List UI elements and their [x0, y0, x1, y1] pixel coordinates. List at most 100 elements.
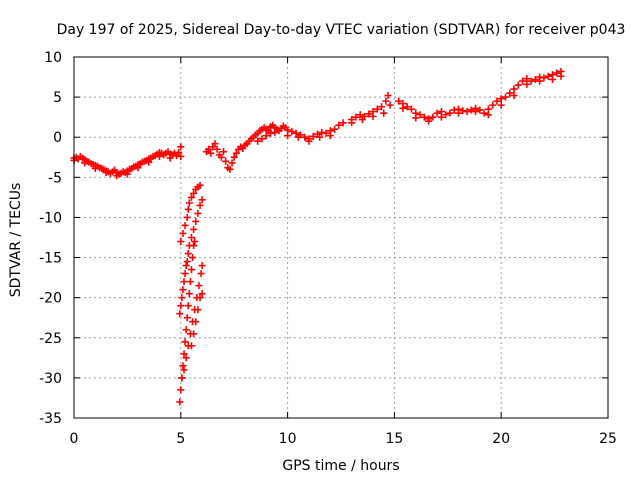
data-point [553, 69, 561, 77]
data-point [176, 310, 184, 318]
y-tick-label: -20 [39, 291, 62, 307]
data-point [113, 172, 121, 180]
plot-frame [73, 56, 609, 419]
data-point [433, 109, 441, 117]
data-point [222, 157, 230, 165]
data-point [262, 132, 270, 140]
data-point [384, 92, 392, 100]
data-point [181, 221, 189, 229]
data-point [207, 149, 215, 157]
data-point [382, 97, 390, 105]
data-point [316, 133, 324, 141]
data-point [220, 148, 228, 156]
data-point [489, 101, 497, 109]
data-point [514, 81, 522, 89]
x-axis-label: GPS time / hours [282, 458, 399, 474]
data-point [180, 350, 188, 358]
data-point [183, 213, 191, 221]
data-point [459, 107, 467, 115]
data-point [166, 154, 174, 162]
data-point [531, 75, 539, 83]
x-tick-label: 25 [599, 431, 617, 447]
data-point [378, 103, 386, 111]
data-point [501, 93, 509, 101]
y-tick-label: 0 [53, 130, 62, 146]
data-point [395, 97, 403, 105]
data-point [186, 278, 194, 286]
data-point [510, 85, 518, 93]
data-point [412, 114, 420, 122]
y-tick-label: -15 [39, 251, 62, 267]
data-point [196, 201, 204, 209]
data-point [190, 189, 198, 197]
data-point [258, 135, 266, 143]
data-point [191, 238, 199, 246]
data-point [183, 258, 191, 266]
data-point [484, 111, 492, 119]
y-axis-tick-labels: -35 -30 -25 -20 -15 -10 -5 0 5 10 [39, 50, 62, 427]
data-point [179, 362, 187, 370]
data-point [309, 132, 317, 140]
data-point [416, 111, 424, 119]
data-point [185, 199, 193, 207]
data-point [155, 152, 163, 160]
data-point [181, 338, 189, 346]
y-axis-label: SDTVAR / TECUs [8, 183, 24, 298]
data-point [187, 342, 195, 350]
data-point [429, 113, 437, 121]
data-point [180, 278, 188, 286]
data-point [373, 105, 381, 113]
data-point [197, 270, 205, 278]
data-point [548, 75, 556, 83]
data-point [288, 128, 296, 136]
data-point [386, 101, 394, 109]
data-point [177, 152, 185, 160]
data-point [493, 97, 501, 105]
data-point [211, 140, 219, 148]
data-point [226, 165, 234, 173]
data-point [510, 92, 518, 100]
data-point [305, 137, 313, 145]
data-point [187, 266, 195, 274]
data-point [467, 106, 475, 114]
data-point [356, 111, 364, 119]
data-point [536, 77, 544, 85]
data-point [187, 193, 195, 201]
data-point [326, 132, 334, 140]
data-point [472, 108, 480, 116]
x-tick-label: 0 [70, 431, 79, 447]
data-point [450, 106, 458, 114]
data-point [190, 225, 198, 233]
y-tick-label: -25 [39, 331, 62, 347]
data-point [198, 262, 206, 270]
data-point [176, 398, 184, 406]
data-point [523, 80, 531, 88]
x-tick-label: 15 [385, 431, 403, 447]
data-point [557, 72, 565, 80]
data-point [196, 181, 204, 189]
data-point [198, 196, 206, 204]
data-point [182, 326, 190, 334]
data-point [292, 129, 300, 137]
data-point [403, 103, 411, 111]
data-point [442, 111, 450, 119]
data-point [189, 254, 197, 262]
x-tick-label: 10 [279, 431, 297, 447]
data-point [284, 132, 292, 140]
x-tick-label: 20 [492, 431, 510, 447]
data-point [519, 77, 527, 85]
y-tick-label: -5 [48, 170, 62, 186]
data-point [177, 238, 185, 246]
data-point [180, 366, 188, 374]
data-point [446, 109, 454, 117]
data-point [318, 128, 326, 136]
data-point [179, 229, 187, 237]
data-point [178, 294, 186, 302]
x-axis-tick-labels: 0 5 10 15 20 25 [70, 431, 617, 447]
data-point [399, 104, 407, 112]
chart-title: Day 197 of 2025, Sidereal Day-to-day VTE… [57, 22, 626, 38]
data-point [185, 290, 193, 298]
y-tick-label: -30 [39, 371, 62, 387]
